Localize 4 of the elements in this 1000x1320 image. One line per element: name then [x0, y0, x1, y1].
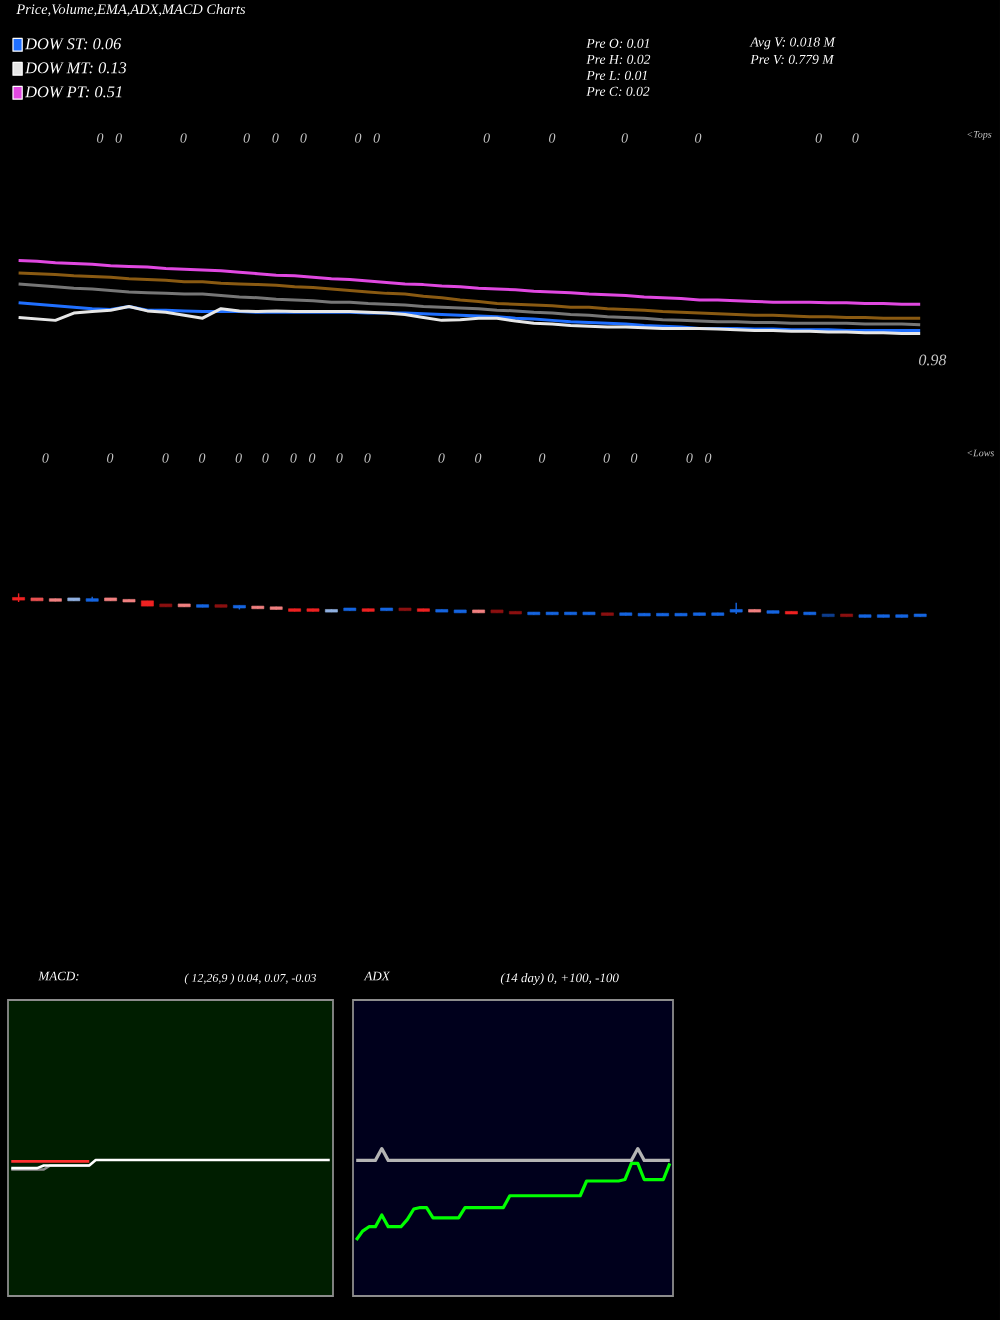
text: 0.98	[919, 354, 947, 366]
legend-label: DOW PT: 0.51	[25, 86, 122, 98]
legend-label: DOW ST: 0.06	[25, 38, 122, 50]
legend-label: DOW MT: 0.13	[25, 62, 127, 74]
